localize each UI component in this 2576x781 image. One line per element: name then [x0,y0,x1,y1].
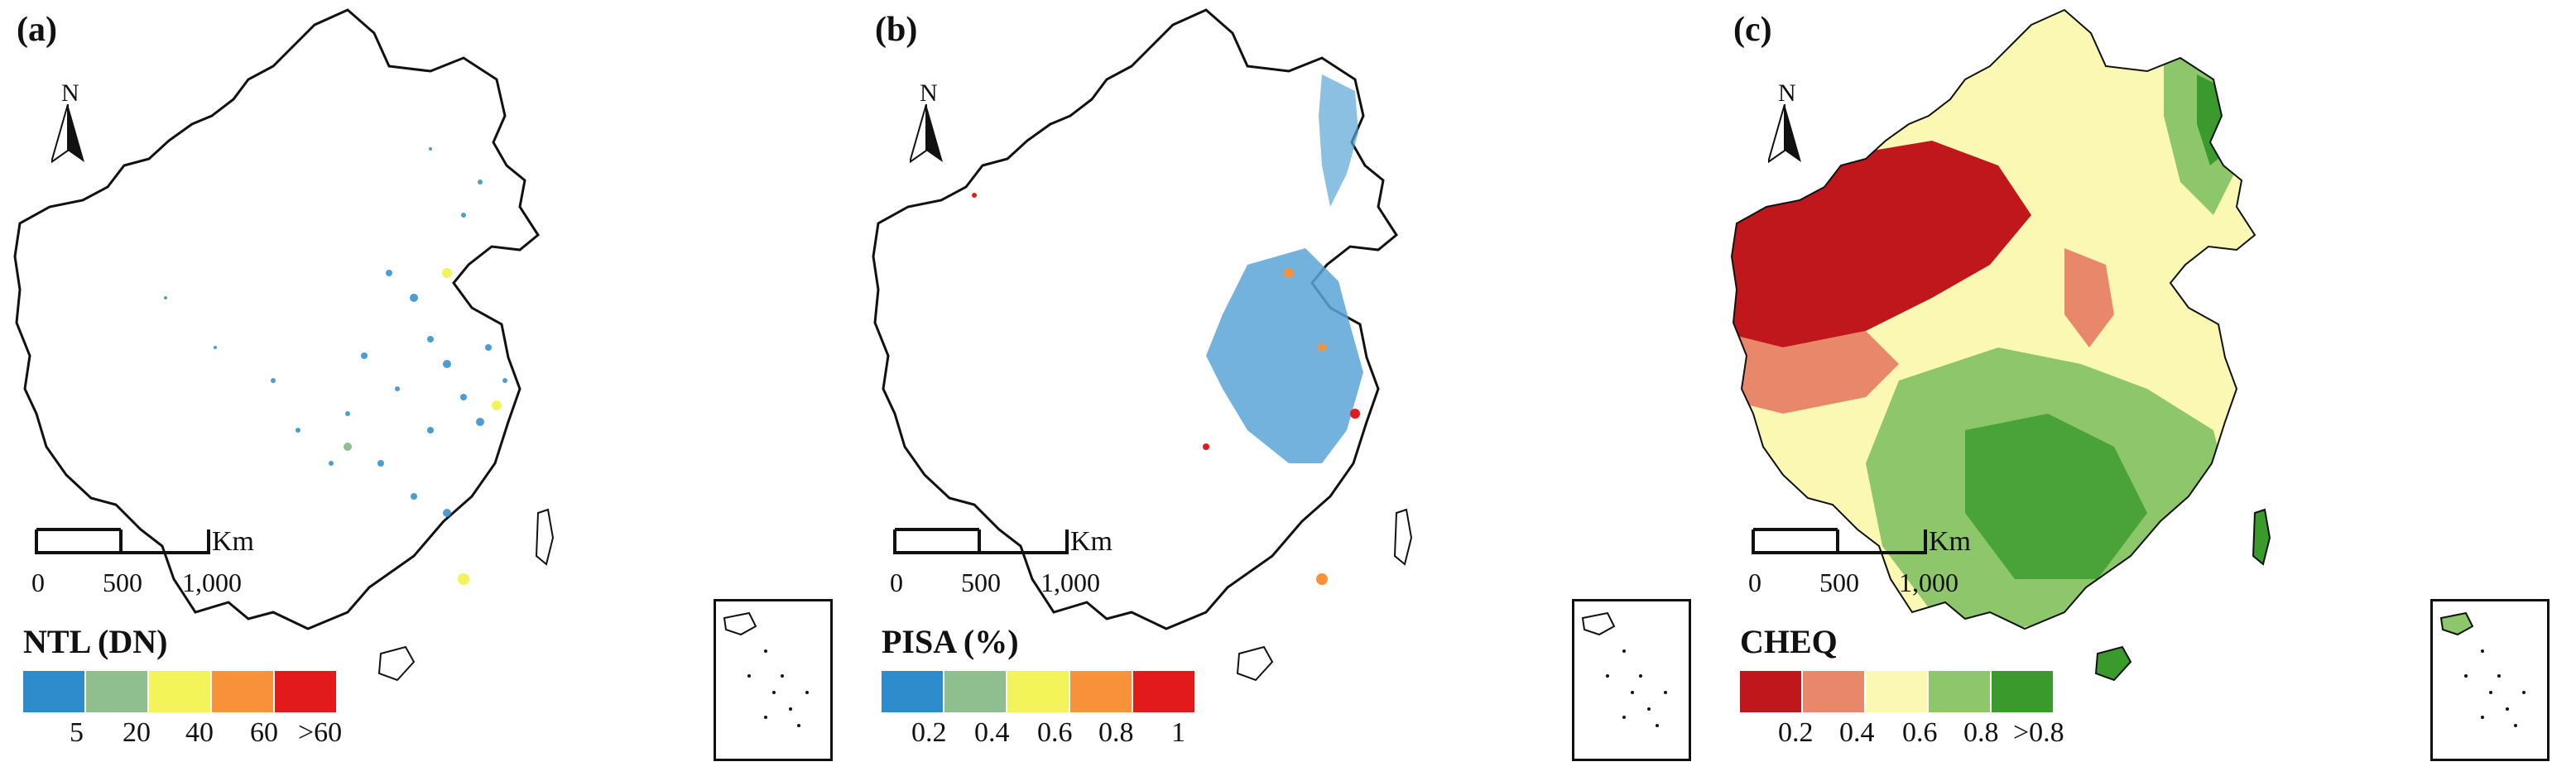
scale-bar: Km 0 500 1,000 [890,521,1224,612]
legend-label: 1 [1171,717,1185,748]
legend-label: 60 [250,717,278,748]
hainan-island [377,645,416,682]
legend-swatches [23,671,371,712]
legend-swatch [1929,671,1992,712]
legend-labels: 0.2 0.4 0.6 0.8 1 [882,717,1229,754]
legend-swatches [882,671,1229,712]
legend-swatch [1133,671,1196,712]
china-outline [872,8,1398,630]
legend-label: 0.2 [911,717,947,748]
legend: NTL (DN) 5 20 40 60 >60 [23,622,371,754]
legend-labels: 0.2 0.4 0.6 0.8 >0.8 [1740,717,2088,754]
china-outline [13,8,540,630]
hainan-island [2094,645,2132,682]
north-label: N [920,79,938,107]
panel-a: (a) N Km 0 500 [0,0,858,781]
legend-label: >0.8 [2013,717,2064,748]
taiwan-island [1393,508,1413,566]
panel-label: (b) [875,11,918,49]
scale-unit: Km [1070,526,1113,557]
scale-label-1000: 1,000 [1899,568,1958,597]
scale-label-500: 500 [1819,568,1859,597]
scale-label-0: 0 [890,568,903,597]
scale-label-500: 500 [103,568,142,597]
legend-swatch [1070,671,1133,712]
scale-bar: Km 0 500 1,000 [1748,521,2083,612]
panel-c: (c) N Km 0 [1717,0,2575,781]
legend-swatch [944,671,1007,712]
scale-label-1000: 1,000 [182,568,242,597]
south-china-sea-inset [1572,599,1691,761]
taiwan-island [535,508,555,566]
legend-swatch [275,671,338,712]
legend: CHEQ 0.2 0.4 0.6 0.8 >0.8 [1740,622,2088,754]
hainan-island [1236,645,1274,682]
ntl-dots [164,147,507,517]
north-arrow: N [1768,79,1818,187]
north-label: N [61,79,79,107]
legend-label: 20 [123,717,151,748]
pisa-northeast-region [1319,74,1358,207]
ntl-bright-spots [344,268,502,585]
legend-label: 5 [70,717,84,748]
panel-label: (c) [1733,11,1772,49]
legend-swatch [86,671,149,712]
legend-swatches [1740,671,2088,712]
legend-label: >60 [298,717,343,748]
legend-swatch [212,671,275,712]
legend-swatch [882,671,944,712]
legend-label: 0.4 [974,717,1010,748]
china-map-cheq [1730,8,2271,682]
legend-title: NTL (DN) [23,623,168,660]
cheq-mid-northwest [1732,331,1899,414]
north-arrow: N [51,79,101,187]
legend-title: PISA (%) [882,623,1019,660]
panel-label: (a) [17,11,57,49]
taiwan-island [2252,508,2271,566]
legend-swatch [1992,671,2055,712]
south-china-sea-inset [714,599,833,761]
legend-swatch [1740,671,1803,712]
china-outline [1730,8,2256,630]
legend-label: 0.8 [1963,717,1999,748]
china-map-ntl [13,8,555,682]
north-arrow: N [910,79,959,187]
scale-bar: Km 0 500 1,000 [31,521,366,612]
china-map-pisa [872,8,1413,682]
scale-unit: Km [1929,526,1971,557]
legend-labels: 5 20 40 60 >60 [23,717,371,754]
legend-swatch [1803,671,1866,712]
scale-label-500: 500 [961,568,1001,597]
legend-title: CHEQ [1740,623,1838,660]
cheq-band-orange [2064,248,2114,347]
legend: PISA (%) 0.2 0.4 0.6 0.8 1 [882,622,1229,754]
panel-b: (b) N Km 0 500 1,000 PISA (%) [858,0,1717,781]
legend-label: 0.4 [1839,717,1875,748]
legend-swatch [1866,671,1929,712]
legend-label: 0.6 [1037,717,1073,748]
scale-unit: Km [212,526,254,557]
south-china-sea-inset [2430,599,2550,761]
pisa-eastern-region [1206,248,1363,463]
legend-swatch [149,671,212,712]
north-label: N [1778,79,1796,107]
legend-swatch [23,671,86,712]
scale-label-1000: 1,000 [1040,568,1100,597]
legend-swatch [1007,671,1070,712]
cheq-dark-green-south [1965,414,2147,579]
pisa-hotspots [972,193,1360,585]
scale-label-0: 0 [31,568,45,597]
legend-label: 0.8 [1098,717,1134,748]
legend-label: 0.6 [1902,717,1938,748]
legend-label: 40 [185,717,214,748]
scale-label-0: 0 [1748,568,1761,597]
legend-label: 0.2 [1778,717,1814,748]
